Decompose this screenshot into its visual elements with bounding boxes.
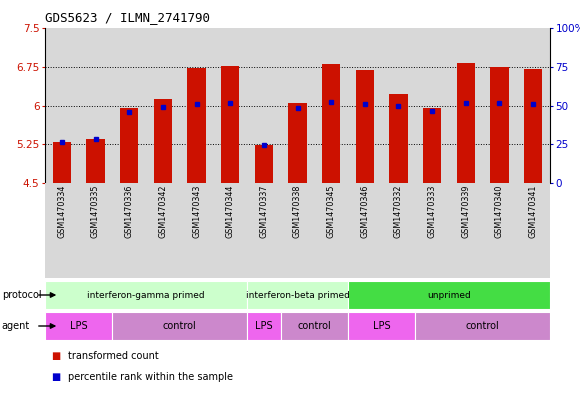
Bar — [389, 94, 408, 183]
Bar — [456, 62, 475, 183]
Text: GSM1470338: GSM1470338 — [293, 185, 302, 238]
Bar — [322, 64, 340, 183]
Text: GSM1470340: GSM1470340 — [495, 185, 504, 238]
Text: ■: ■ — [51, 372, 60, 382]
Text: control: control — [163, 321, 197, 331]
Bar — [356, 70, 374, 183]
Bar — [113, 312, 247, 340]
Bar — [288, 103, 307, 183]
Text: GSM1470333: GSM1470333 — [427, 185, 437, 238]
Text: LPS: LPS — [373, 321, 390, 331]
Bar — [423, 108, 441, 183]
Bar — [120, 108, 139, 183]
Text: control: control — [298, 321, 331, 331]
Bar — [247, 281, 348, 309]
Bar — [247, 312, 281, 340]
Bar — [524, 69, 542, 183]
Text: GSM1470339: GSM1470339 — [461, 185, 470, 239]
Text: GSM1470334: GSM1470334 — [57, 185, 66, 238]
Bar — [45, 183, 550, 278]
Bar — [53, 141, 71, 183]
Bar — [45, 281, 247, 309]
Bar — [255, 145, 273, 183]
Text: GSM1470342: GSM1470342 — [158, 185, 168, 239]
Bar — [348, 281, 550, 309]
Text: GSM1470344: GSM1470344 — [226, 185, 235, 238]
Bar — [45, 312, 113, 340]
Text: GSM1470336: GSM1470336 — [125, 185, 133, 238]
Bar — [154, 99, 172, 183]
Bar — [187, 68, 206, 183]
Text: LPS: LPS — [70, 321, 88, 331]
Text: ■: ■ — [51, 351, 60, 361]
Text: GSM1470332: GSM1470332 — [394, 185, 403, 239]
Bar — [415, 312, 550, 340]
Bar — [348, 312, 415, 340]
Text: GSM1470335: GSM1470335 — [91, 185, 100, 239]
Bar — [86, 139, 105, 183]
Text: interferon-beta primed: interferon-beta primed — [245, 290, 349, 299]
Text: GSM1470343: GSM1470343 — [192, 185, 201, 238]
Text: transformed count: transformed count — [68, 351, 159, 361]
Text: GDS5623 / ILMN_2741790: GDS5623 / ILMN_2741790 — [45, 11, 210, 24]
Text: control: control — [466, 321, 499, 331]
Bar — [490, 67, 509, 183]
Text: LPS: LPS — [255, 321, 273, 331]
Bar — [281, 312, 348, 340]
Text: GSM1470346: GSM1470346 — [360, 185, 369, 238]
Text: protocol: protocol — [2, 290, 41, 300]
Text: GSM1470345: GSM1470345 — [327, 185, 336, 239]
Text: percentile rank within the sample: percentile rank within the sample — [68, 372, 233, 382]
Text: interferon-gamma primed: interferon-gamma primed — [87, 290, 205, 299]
Bar — [221, 66, 240, 183]
Text: GSM1470337: GSM1470337 — [259, 185, 269, 239]
Text: GSM1470341: GSM1470341 — [528, 185, 538, 238]
Text: unprimed: unprimed — [427, 290, 471, 299]
Text: agent: agent — [2, 321, 30, 331]
